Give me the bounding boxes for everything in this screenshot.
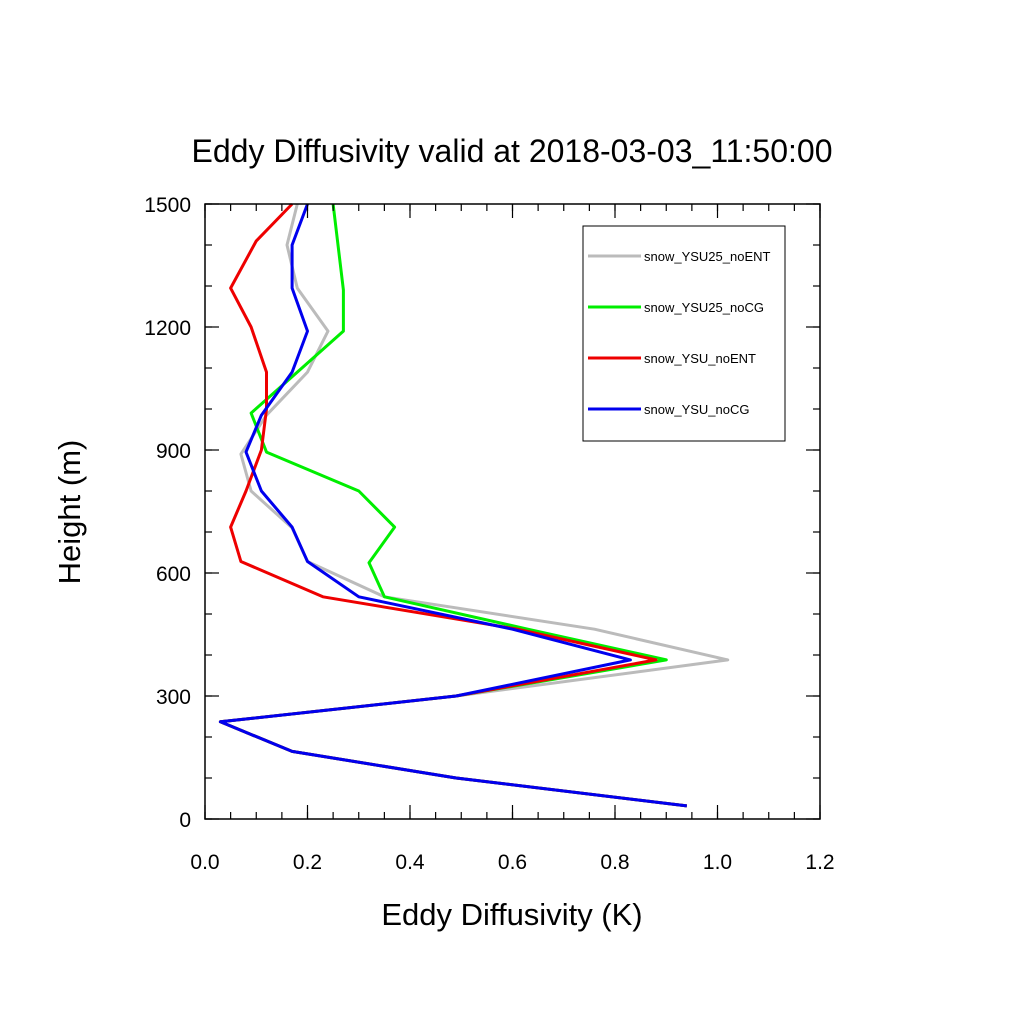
x-tick-label: 0.2 [293,851,322,874]
series-layer [218,202,730,808]
y-tick-label: 300 [156,686,191,709]
x-tick-label: 0.4 [395,851,425,874]
y-tick-label: 600 [156,563,191,586]
legend-label: snow_YSU_noCG [644,402,750,417]
y-tick: 900 [156,440,820,463]
y-tick: 1500 [144,194,820,217]
legend-item: snow_YSU_noCG [588,402,750,417]
legend-item: snow_YSU25_noENT [588,249,771,264]
legend: snow_YSU25_noENT snow_YSU25_noCG snow_YSU_… [582,225,786,442]
y-tick-label: 1500 [144,194,191,217]
x-tick: 0.6 [498,204,527,874]
legend-label: snow_YSU_noENT [644,351,756,366]
legend-item: snow_YSU_noENT [588,351,756,366]
x-tick-label: 0.8 [600,851,629,874]
x-tick-label: 0.0 [190,851,219,874]
y-axis-label: Height (m) [52,440,87,585]
legend-box [582,225,786,442]
y-tick: 0 [179,809,820,832]
y-tick-label: 1200 [144,317,191,340]
x-tick-label: 1.2 [805,851,834,874]
y-tick-label: 0 [179,809,191,832]
legend-label: snow_YSU25_noCG [644,300,764,315]
series-line-snow_YSU_noCG [218,203,687,808]
legend-item: snow_YSU25_noCG [588,300,764,315]
axis-ticks: 0.0 0.2 0.4 0.6 0.8 1.0 1.2 0 300 600 900 1200 1500 [144,194,834,874]
y-tick-label: 900 [156,440,191,463]
x-tick-label: 0.6 [498,851,527,874]
legend-label: snow_YSU25_noENT [644,249,771,264]
x-axis-label: Eddy Diffusivity (K) [381,897,642,932]
x-tick-label: 1.0 [703,851,732,874]
chart-title: Eddy Diffusivity valid at 2018-03-03_11:… [192,133,833,169]
